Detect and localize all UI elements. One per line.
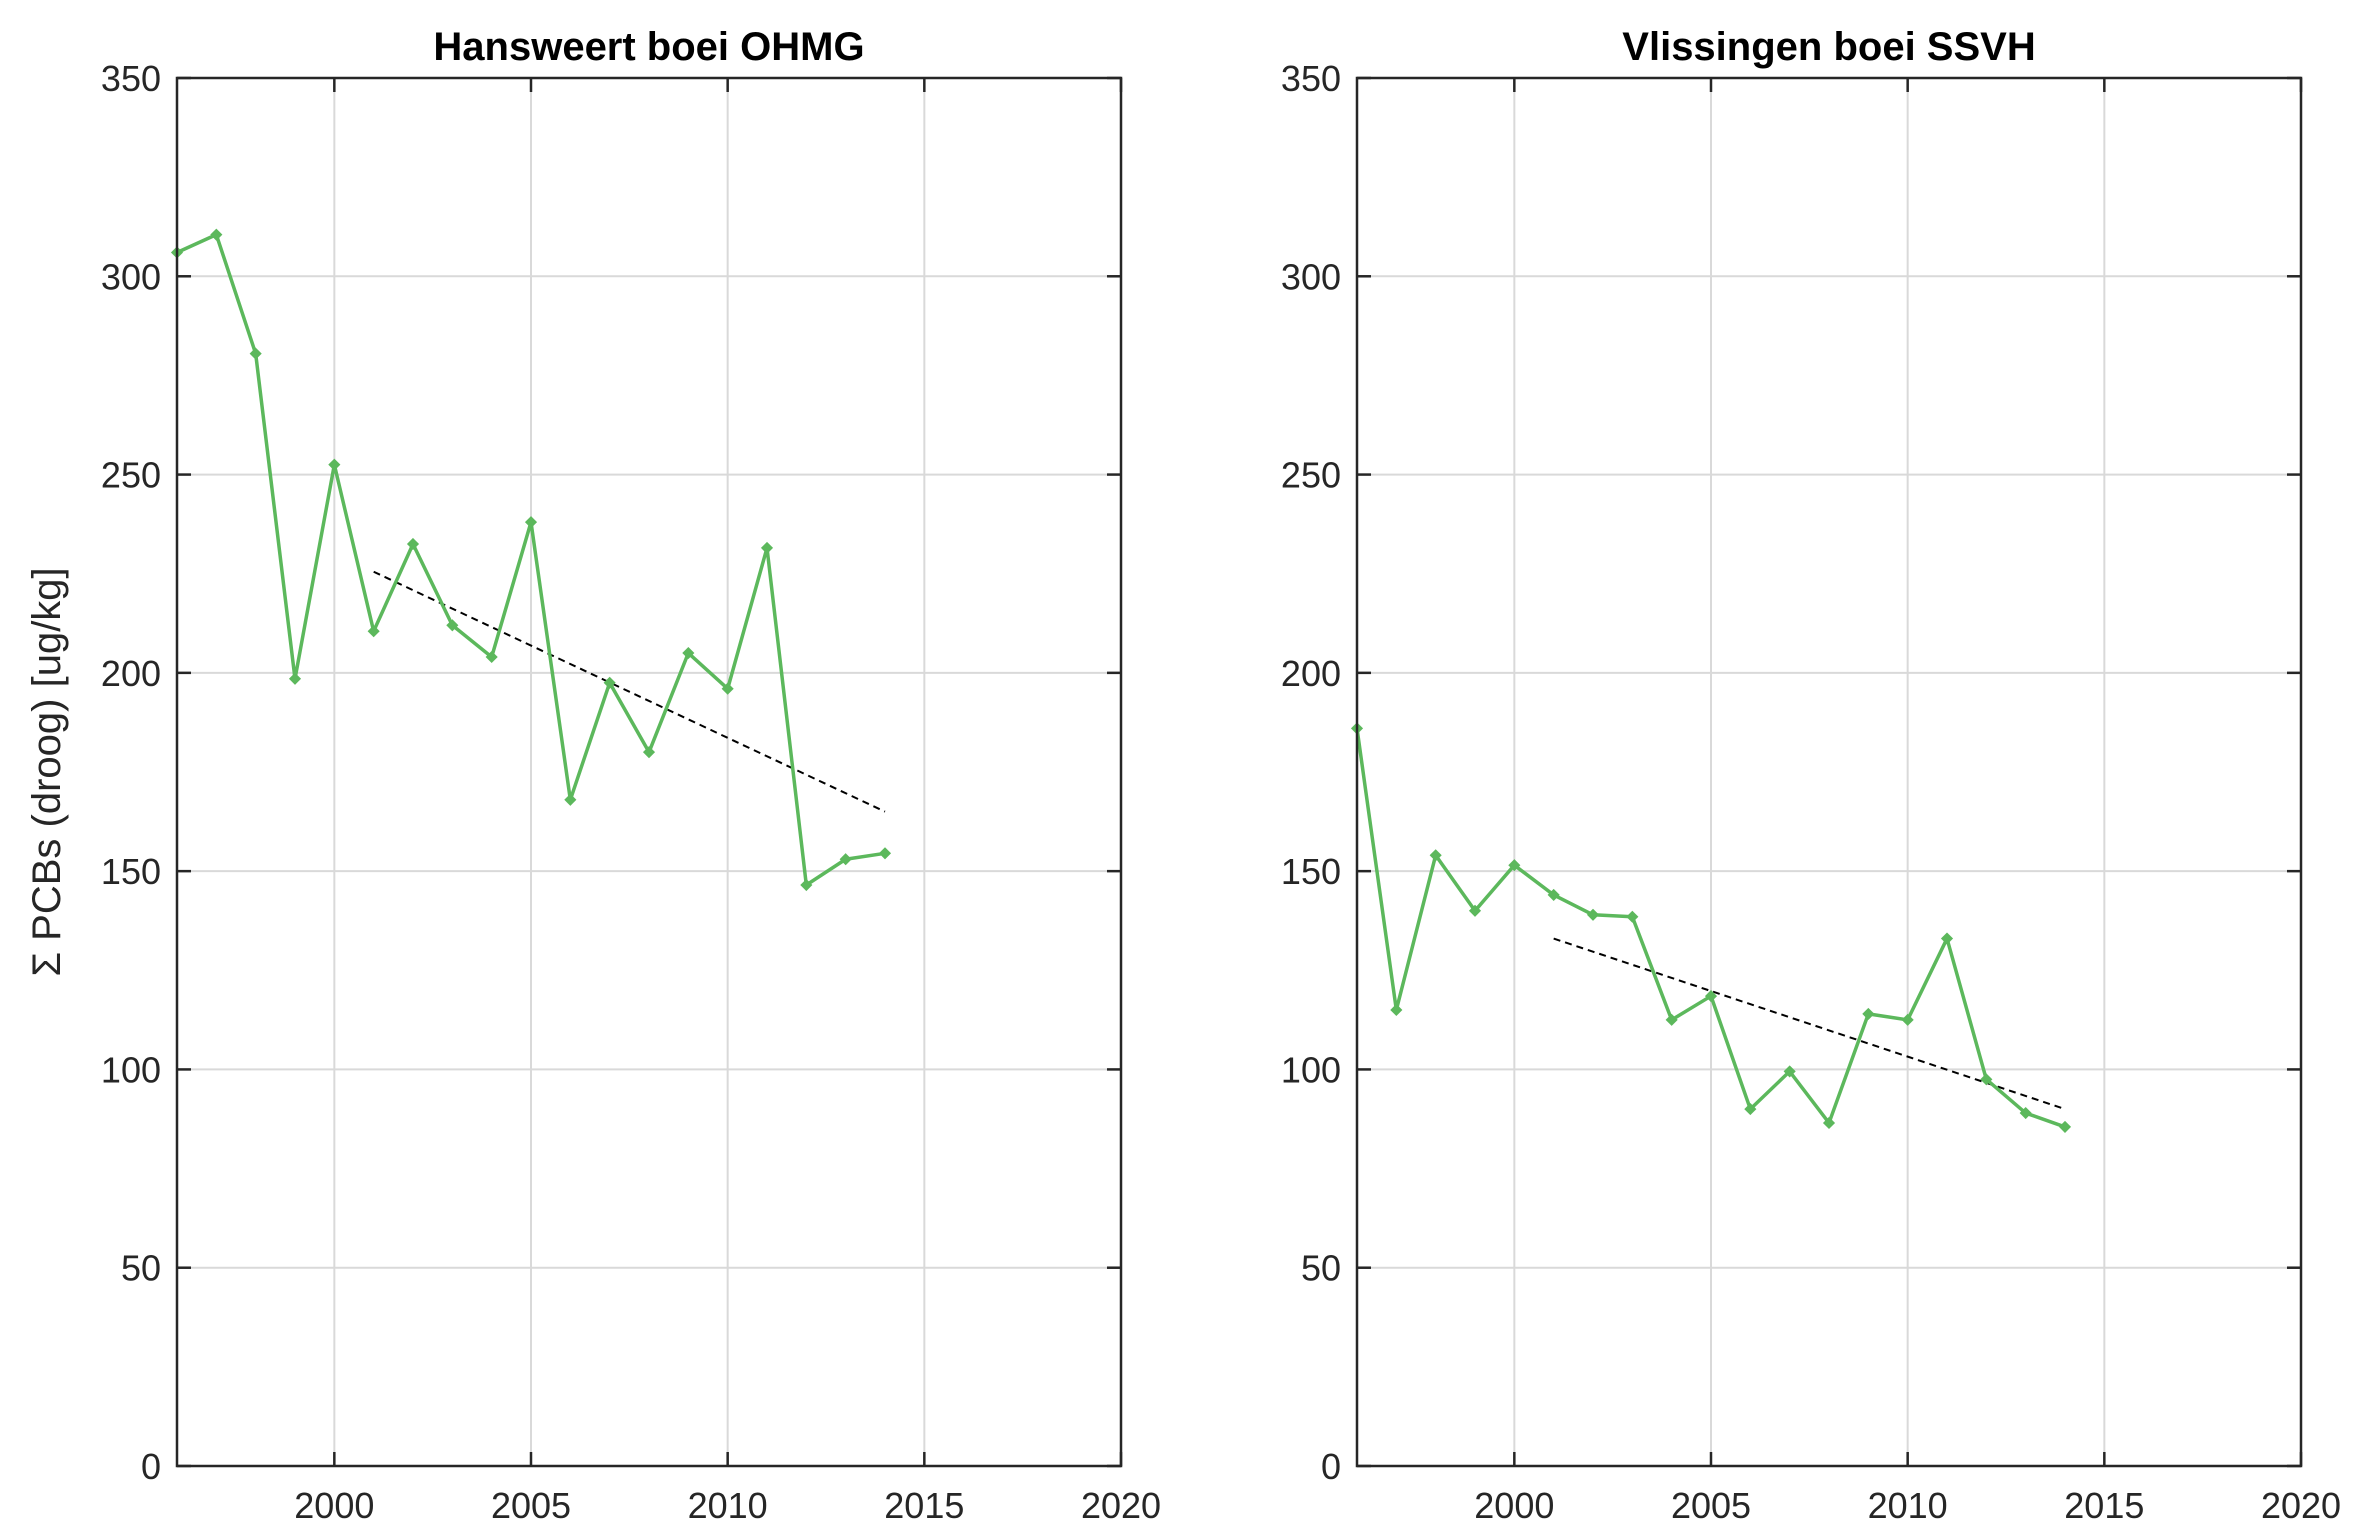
data-point bbox=[1822, 1116, 1836, 1130]
data-point bbox=[2019, 1106, 2032, 1120]
data-point bbox=[1390, 1003, 1403, 1017]
data-point bbox=[210, 228, 223, 241]
y-tick-label: 350 bbox=[101, 58, 161, 99]
chart-title: Vlissingen boei SSVH bbox=[1622, 25, 2035, 69]
x-tick-label: 2020 bbox=[2261, 1485, 2341, 1526]
data-point bbox=[839, 853, 852, 866]
chart-title: Hansweert boei OHMG bbox=[433, 25, 864, 69]
x-tick-label: 2000 bbox=[294, 1485, 374, 1526]
y-tick-label: 300 bbox=[1281, 256, 1341, 297]
data-point bbox=[524, 516, 538, 529]
data-point bbox=[1940, 932, 1954, 945]
plot-area bbox=[177, 78, 1121, 1466]
data-point bbox=[878, 847, 892, 860]
y-tick-label: 200 bbox=[101, 653, 161, 694]
y-tick-label: 0 bbox=[1321, 1446, 1341, 1487]
data-point bbox=[1704, 990, 1718, 1003]
data-point bbox=[1508, 859, 1521, 872]
data-point bbox=[1980, 1073, 1993, 1086]
x-tick-label: 2005 bbox=[491, 1485, 571, 1526]
data-point bbox=[682, 646, 695, 660]
x-tick-label: 2020 bbox=[1081, 1485, 1161, 1526]
data-point bbox=[2058, 1120, 2072, 1133]
data-point bbox=[249, 347, 262, 360]
data-point bbox=[1468, 904, 1482, 917]
x-tick-label: 2015 bbox=[884, 1485, 964, 1526]
y-tick-label: 50 bbox=[1301, 1248, 1341, 1289]
data-point bbox=[721, 682, 734, 695]
data-point bbox=[485, 650, 498, 664]
data-point bbox=[642, 746, 656, 759]
x-tick-label: 2000 bbox=[1474, 1485, 1554, 1526]
x-tick-label: 2015 bbox=[2064, 1485, 2144, 1526]
plot-area bbox=[1357, 78, 2301, 1466]
y-tick-label: 0 bbox=[141, 1446, 161, 1487]
axes-box bbox=[175, 76, 1123, 1468]
y-tick-label: 100 bbox=[1281, 1049, 1341, 1090]
data-point bbox=[1586, 908, 1600, 921]
data-point bbox=[603, 676, 616, 689]
data-point bbox=[1429, 849, 1442, 862]
data-point bbox=[800, 878, 813, 892]
x-tick-label: 2005 bbox=[1671, 1485, 1751, 1526]
x-tick-label: 2010 bbox=[688, 1485, 768, 1526]
y-tick-label: 250 bbox=[1281, 455, 1341, 496]
data-point bbox=[328, 458, 341, 471]
data-point bbox=[367, 625, 380, 638]
trend-line bbox=[373, 570, 886, 813]
data-point bbox=[1665, 1013, 1678, 1026]
y-tick-label: 350 bbox=[1281, 58, 1341, 99]
y-tick-label: 150 bbox=[1281, 851, 1341, 892]
axes-box bbox=[1355, 76, 2303, 1468]
data-point bbox=[564, 793, 577, 806]
x-tick-label: 2010 bbox=[1868, 1485, 1948, 1526]
y-tick-label: 250 bbox=[101, 455, 161, 496]
chart-panel-vlissingen: 2000 2005 2010 2015 2020 0 50 100 150 200 250 300 35… bbox=[1281, 25, 2341, 1526]
data-point bbox=[1744, 1103, 1757, 1116]
data-point bbox=[1547, 888, 1560, 901]
chart-panel-hansweert: 2000 2005 2010 2015 2020 0 50 100 150 200 250 300 35… bbox=[25, 25, 1161, 1526]
data-point bbox=[1862, 1007, 1875, 1020]
data-point bbox=[1783, 1065, 1796, 1078]
y-tick-label: 150 bbox=[101, 851, 161, 892]
y-tick-label: 100 bbox=[101, 1049, 161, 1090]
y-tick-label: 300 bbox=[101, 256, 161, 297]
data-point bbox=[288, 672, 302, 685]
y-axis-label: Σ PCBs (droog) [ug/kg] bbox=[25, 567, 69, 976]
data-point bbox=[406, 537, 420, 551]
y-tick-label: 50 bbox=[121, 1248, 161, 1289]
data-point bbox=[446, 619, 459, 632]
trend-line bbox=[1553, 937, 2066, 1111]
data-point bbox=[760, 541, 774, 554]
data-point bbox=[1901, 1013, 1914, 1026]
y-tick-label: 200 bbox=[1281, 653, 1341, 694]
data-point bbox=[1626, 910, 1639, 923]
